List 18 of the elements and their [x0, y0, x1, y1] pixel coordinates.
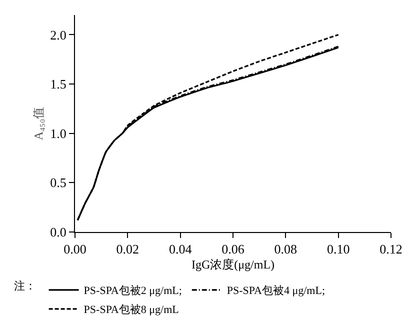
legend-label: PS-SPA包被2 μg/mL;	[84, 284, 182, 298]
x-axis-title: IgG浓度(μg/mL)	[191, 258, 275, 272]
y-tick-label: 0.0	[50, 224, 66, 240]
y-tick-label: 1.0	[50, 126, 66, 141]
x-tick-label: 0.08	[274, 242, 298, 257]
legend-label: PS-SPA包被8 μg/mL	[84, 303, 180, 316]
legend-title: 注：	[14, 280, 36, 293]
x-tick-label: 0.12	[380, 242, 402, 257]
y-tick-label: 2.0	[50, 27, 66, 42]
y-tick-label: 0.5	[50, 175, 66, 190]
x-tick-label: 0.06	[222, 242, 245, 257]
x-tick-label: 0.02	[116, 242, 140, 257]
x-tick-label: 0.10	[326, 242, 350, 257]
x-tick-label: 0.00	[64, 242, 86, 257]
x-tick-label: 0.04	[168, 242, 192, 257]
y-axis-title: A₄₅₀值	[31, 106, 46, 140]
y-tick-label: 1.5	[50, 76, 66, 92]
legend-label: PS-SPA包被4 μg/mL;	[226, 284, 326, 298]
